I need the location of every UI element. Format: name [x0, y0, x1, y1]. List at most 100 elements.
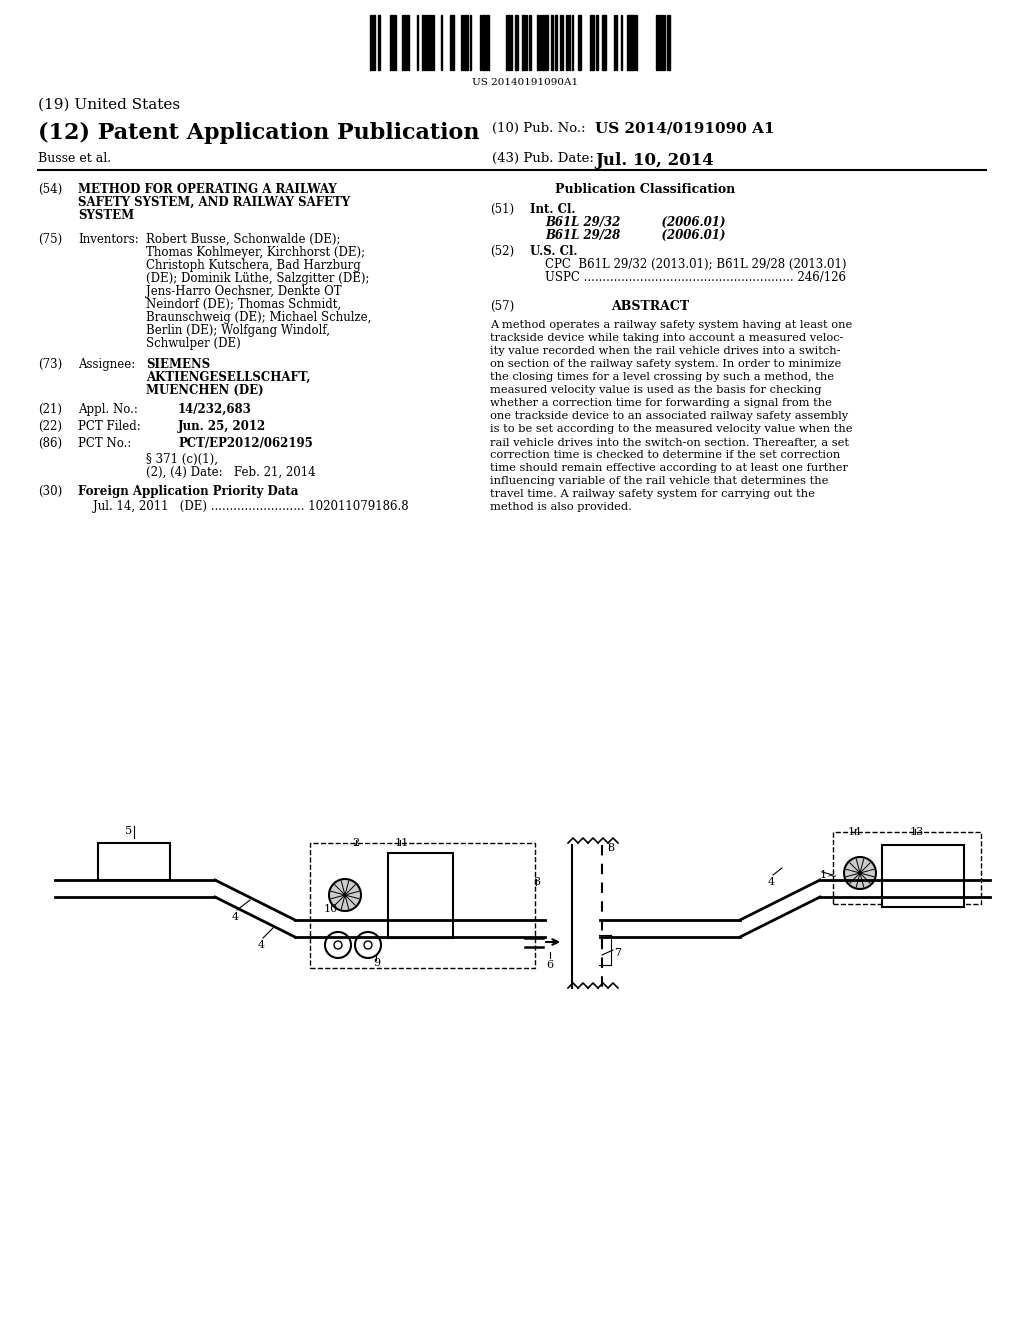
Bar: [627, 15, 629, 70]
Circle shape: [329, 879, 361, 911]
Text: PCT Filed:: PCT Filed:: [78, 420, 140, 433]
Text: influencing variable of the rail vehicle that determines the: influencing variable of the rail vehicle…: [490, 477, 828, 486]
Text: 9: 9: [373, 958, 380, 968]
Text: (DE); Dominik Lüthe, Salzgitter (DE);: (DE); Dominik Lüthe, Salzgitter (DE);: [146, 272, 370, 285]
Text: B61L 29/32          (2006.01): B61L 29/32 (2006.01): [545, 216, 725, 228]
Text: SAFETY SYSTEM, AND RAILWAY SAFETY: SAFETY SYSTEM, AND RAILWAY SAFETY: [78, 195, 350, 209]
Text: (57): (57): [490, 300, 514, 313]
Text: 1: 1: [820, 870, 827, 880]
Text: (86): (86): [38, 437, 62, 450]
Bar: [529, 15, 531, 70]
Text: (22): (22): [38, 420, 62, 433]
Circle shape: [325, 932, 351, 958]
Text: U.S. Cl.: U.S. Cl.: [530, 246, 578, 257]
Text: (54): (54): [38, 183, 62, 195]
Bar: [667, 15, 670, 70]
Text: on section of the railway safety system. In order to minimize: on section of the railway safety system.…: [490, 359, 842, 370]
Bar: [545, 15, 548, 70]
Bar: [422, 15, 425, 70]
Text: (51): (51): [490, 203, 514, 216]
Bar: [432, 15, 434, 70]
Text: (73): (73): [38, 358, 62, 371]
Bar: [461, 15, 463, 70]
Text: METHOD FOR OPERATING A RAILWAY: METHOD FOR OPERATING A RAILWAY: [78, 183, 337, 195]
Text: Schwulper (DE): Schwulper (DE): [146, 337, 241, 350]
Bar: [551, 15, 553, 70]
Text: correction time is checked to determine if the set correction: correction time is checked to determine …: [490, 450, 841, 459]
Circle shape: [334, 941, 342, 949]
Text: § 371 (c)(1),: § 371 (c)(1),: [146, 453, 218, 466]
Bar: [656, 15, 658, 70]
Text: 10: 10: [324, 904, 338, 913]
Bar: [523, 15, 525, 70]
Text: 14: 14: [848, 828, 862, 837]
Text: A method operates a railway safety system having at least one: A method operates a railway safety syste…: [490, 319, 852, 330]
Bar: [833, 832, 981, 904]
Text: ity value recorded when the rail vehicle drives into a switch-: ity value recorded when the rail vehicle…: [490, 346, 841, 356]
Bar: [407, 15, 409, 70]
Text: (12) Patent Application Publication: (12) Patent Application Publication: [38, 121, 479, 144]
Text: Assignee:: Assignee:: [78, 358, 135, 371]
Text: the closing times for a level crossing by such a method, the: the closing times for a level crossing b…: [490, 372, 834, 381]
Text: Neindorf (DE); Thomas Schmidt,: Neindorf (DE); Thomas Schmidt,: [146, 298, 341, 312]
Bar: [579, 15, 581, 70]
Bar: [629, 15, 631, 70]
Text: (2), (4) Date:   Feb. 21, 2014: (2), (4) Date: Feb. 21, 2014: [146, 466, 315, 479]
Text: Robert Busse, Schonwalde (DE);: Robert Busse, Schonwalde (DE);: [146, 234, 341, 246]
Text: PCT No.:: PCT No.:: [78, 437, 131, 450]
Text: 14/232,683: 14/232,683: [178, 403, 252, 416]
Text: Jul. 10, 2014: Jul. 10, 2014: [595, 152, 714, 169]
Text: ~: ~: [827, 870, 838, 883]
Bar: [591, 15, 594, 70]
Text: US 20140191090A1: US 20140191090A1: [472, 78, 579, 87]
Bar: [882, 845, 964, 907]
Text: MUENCHEN (DE): MUENCHEN (DE): [146, 384, 263, 397]
Text: 2: 2: [352, 838, 359, 847]
Text: Inventors:: Inventors:: [78, 234, 138, 246]
Bar: [566, 15, 568, 70]
Text: rail vehicle drives into the switch-on section. Thereafter, a set: rail vehicle drives into the switch-on s…: [490, 437, 849, 447]
Text: is to be set according to the measured velocity value when the: is to be set according to the measured v…: [490, 424, 853, 434]
Text: (52): (52): [490, 246, 514, 257]
Text: whether a correction time for forwarding a signal from the: whether a correction time for forwarding…: [490, 399, 831, 408]
Bar: [537, 15, 539, 70]
Text: US 2014/0191090 A1: US 2014/0191090 A1: [595, 121, 774, 136]
Text: one trackside device to an associated railway safety assembly: one trackside device to an associated ra…: [490, 411, 848, 421]
Circle shape: [844, 857, 876, 888]
Text: USPC ........................................................ 246/126: USPC ...................................…: [545, 271, 846, 284]
Text: AKTIENGESELLSCHAFT,: AKTIENGESELLSCHAFT,: [146, 371, 310, 384]
Bar: [388, 853, 453, 939]
Text: measured velocity value is used as the basis for checking: measured velocity value is used as the b…: [490, 385, 821, 395]
Bar: [483, 15, 485, 70]
Text: 4: 4: [768, 876, 775, 887]
Text: Thomas Kohlmeyer, Kirchhorst (DE);: Thomas Kohlmeyer, Kirchhorst (DE);: [146, 246, 366, 259]
Bar: [631, 15, 634, 70]
Text: (75): (75): [38, 234, 62, 246]
Bar: [429, 15, 431, 70]
Text: Berlin (DE); Wolfgang Windolf,: Berlin (DE); Wolfgang Windolf,: [146, 323, 330, 337]
Bar: [603, 15, 605, 70]
Text: (21): (21): [38, 403, 62, 416]
Text: (43) Pub. Date:: (43) Pub. Date:: [492, 152, 594, 165]
Bar: [465, 15, 468, 70]
Text: Jens-Harro Oechsner, Denkte OT: Jens-Harro Oechsner, Denkte OT: [146, 285, 342, 298]
Text: ABSTRACT: ABSTRACT: [611, 300, 689, 313]
Text: Jun. 25, 2012: Jun. 25, 2012: [178, 420, 266, 433]
Text: CPC  B61L 29/32 (2013.01); B61L 29/28 (2013.01): CPC B61L 29/32 (2013.01); B61L 29/28 (20…: [545, 257, 847, 271]
Text: trackside device while taking into account a measured veloc-: trackside device while taking into accou…: [490, 333, 844, 343]
Text: B61L 29/28          (2006.01): B61L 29/28 (2006.01): [545, 228, 725, 242]
Text: travel time. A railway safety system for carrying out the: travel time. A railway safety system for…: [490, 488, 815, 499]
Circle shape: [355, 932, 381, 958]
Text: SIEMENS: SIEMENS: [146, 358, 210, 371]
Bar: [452, 15, 454, 70]
Text: Busse et al.: Busse et al.: [38, 152, 112, 165]
Text: method is also provided.: method is also provided.: [490, 502, 632, 512]
Text: 3: 3: [534, 876, 540, 887]
Bar: [310, 843, 535, 968]
Bar: [390, 15, 392, 70]
Bar: [373, 15, 375, 70]
Bar: [542, 15, 544, 70]
Text: SYSTEM: SYSTEM: [78, 209, 134, 222]
Text: Foreign Application Priority Data: Foreign Application Priority Data: [78, 484, 298, 498]
Bar: [516, 15, 518, 70]
